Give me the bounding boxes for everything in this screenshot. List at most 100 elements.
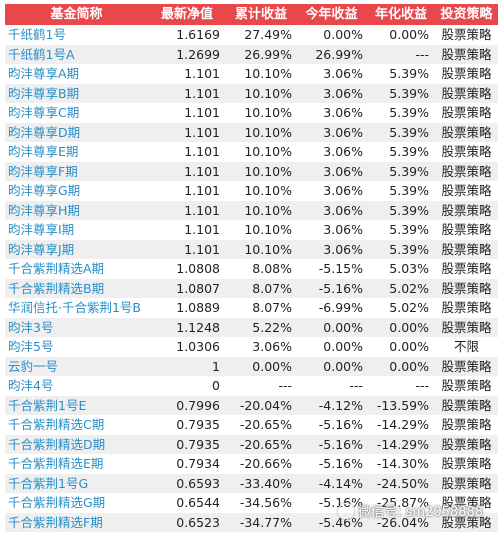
ytd-return: -5.46% xyxy=(318,514,363,530)
latest-nav: 0.7934 xyxy=(176,456,220,471)
latest-nav: 0.7935 xyxy=(176,436,220,452)
fund-name-link[interactable]: 昀沣3号 xyxy=(8,319,54,335)
latest-nav: 1.1248 xyxy=(176,319,220,335)
strategy: 股票策略 xyxy=(441,456,492,471)
annualized-return: 5.03% xyxy=(389,261,429,276)
fund-name-link[interactable]: 昀沣尊享A期 xyxy=(8,66,80,81)
header-annualized-return: 年化收益 xyxy=(374,7,427,22)
ytd-return: 3.06% xyxy=(323,183,363,198)
fund-name-link[interactable]: 千纸鹤1号 xyxy=(8,27,66,42)
table-row: 千合紫荆1号E 0.7996 -20.04% -4.12% -13.59% 股票策略 xyxy=(5,395,498,415)
header-strategy: 投资策略 xyxy=(440,7,493,22)
strategy: 股票策略 xyxy=(441,66,492,81)
fund-name-link[interactable]: 千合紫荆精选B期 xyxy=(8,280,105,296)
fund-name-link[interactable]: 千合紫荆精选A期 xyxy=(8,261,105,276)
fund-name-link[interactable]: 昀沣尊享D期 xyxy=(8,124,81,140)
cumulative-return: 10.10% xyxy=(244,85,292,101)
cumulative-return: 10.10% xyxy=(244,66,292,81)
latest-nav: 1.0807 xyxy=(176,280,220,296)
table-row: 千纸鹤1号A 1.2699 26.99% 26.99% --- 股票策略 xyxy=(5,44,498,64)
latest-nav: 1.101 xyxy=(184,124,220,140)
cumulative-return: 10.10% xyxy=(244,241,292,257)
table-row: 昀沣尊享D期 1.101 10.10% 3.06% 5.39% 股票策略 xyxy=(5,122,498,142)
table-row: 昀沣尊享E期 1.101 10.10% 3.06% 5.39% 股票策略 xyxy=(5,142,498,162)
fund-name-link[interactable]: 昀沣尊享E期 xyxy=(8,144,79,159)
fund-name-link[interactable]: 昀沣4号 xyxy=(8,378,54,393)
cumulative-return: -34.77% xyxy=(239,514,292,530)
fund-name-link[interactable]: 千合紫荆精选F期 xyxy=(8,514,103,530)
fund-name-link[interactable]: 昀沣尊享I期 xyxy=(8,222,75,237)
annualized-return: 0.00% xyxy=(389,319,429,335)
latest-nav: 0.6544 xyxy=(176,495,220,510)
cumulative-return: -20.66% xyxy=(239,456,292,471)
annualized-return: -14.29% xyxy=(376,417,429,432)
annualized-return: -24.50% xyxy=(376,475,429,491)
strategy: 股票策略 xyxy=(441,183,492,198)
watermark: 微信号: sm2058888 xyxy=(338,501,483,520)
fund-name-link[interactable]: 昀沣尊享C期 xyxy=(8,105,80,120)
latest-nav: 1.101 xyxy=(184,222,220,237)
cumulative-return: 10.10% xyxy=(244,124,292,140)
fund-name-link[interactable]: 云豹一号 xyxy=(8,358,59,374)
fund-name-link[interactable]: 千纸鹤1号A xyxy=(8,46,75,62)
latest-nav: 1.101 xyxy=(184,163,220,179)
strategy: 股票策略 xyxy=(441,358,492,374)
fund-name-link[interactable]: 昀沣尊享B期 xyxy=(8,85,80,101)
latest-nav: 1.101 xyxy=(184,85,220,101)
annualized-return: 5.39% xyxy=(389,66,429,81)
annualized-return: -26.04% xyxy=(376,514,429,530)
fund-name-link[interactable]: 千合紫荆精选E期 xyxy=(8,456,104,471)
latest-nav: 1.101 xyxy=(184,105,220,120)
latest-nav: 1.101 xyxy=(184,144,220,159)
ytd-return: 3.06% xyxy=(323,163,363,179)
fund-name-link[interactable]: 昀沣尊享G期 xyxy=(8,183,81,198)
cumulative-return: 8.07% xyxy=(252,280,292,296)
cumulative-return: 27.49% xyxy=(244,27,292,42)
fund-name-link[interactable]: 千合紫荆1号G xyxy=(8,475,89,491)
cumulative-return: -33.40% xyxy=(239,475,292,491)
cumulative-return: -34.56% xyxy=(239,495,292,510)
annualized-return: 5.02% xyxy=(389,280,429,296)
latest-nav: 0.7935 xyxy=(176,417,220,432)
latest-nav: 1.101 xyxy=(184,66,220,81)
table-row: 千合紫荆精选F期 0.6523 -34.77% -5.46% -26.04% 股票策略 xyxy=(5,512,498,532)
ytd-return: -4.12% xyxy=(318,397,363,413)
cumulative-return: 0.00% xyxy=(252,358,292,374)
annualized-return: 5.02% xyxy=(389,300,429,315)
fund-name-link[interactable]: 昀沣尊享H期 xyxy=(8,202,80,218)
annualized-return: 0.00% xyxy=(389,27,429,42)
strategy: 股票策略 xyxy=(441,397,492,413)
cumulative-return: 10.10% xyxy=(244,105,292,120)
fund-name-link[interactable]: 华润信托·千合紫荆1号B xyxy=(8,300,142,315)
ytd-return: 0.00% xyxy=(323,27,363,42)
ytd-return: -5.16% xyxy=(318,417,363,432)
strategy: 股票策略 xyxy=(441,27,492,42)
cumulative-return: 10.10% xyxy=(244,163,292,179)
ytd-return: 26.99% xyxy=(315,46,363,62)
annualized-return: 5.39% xyxy=(389,144,429,159)
fund-name-link[interactable]: 千合紫荆精选G期 xyxy=(8,495,106,510)
strategy: 股票策略 xyxy=(441,124,492,140)
annualized-return: 0.00% xyxy=(389,339,429,354)
strategy: 股票策略 xyxy=(441,475,492,491)
fund-name-link[interactable]: 昀沣尊享J期 xyxy=(8,241,75,257)
strategy: 股票策略 xyxy=(441,436,492,452)
table-row: 昀沣尊享A期 1.101 10.10% 3.06% 5.39% 股票策略 xyxy=(5,64,498,84)
table-row: 昀沣尊享C期 1.101 10.10% 3.06% 5.39% 股票策略 xyxy=(5,103,498,123)
fund-name-link[interactable]: 千合紫荆精选C期 xyxy=(8,417,105,432)
ytd-return: 3.06% xyxy=(323,241,363,257)
strategy: 股票策略 xyxy=(441,261,492,276)
annualized-return: -14.30% xyxy=(376,456,429,471)
fund-name-link[interactable]: 昀沣尊享F期 xyxy=(8,163,78,179)
table-row: 云豹一号 1 0.00% 0.00% 0.00% 股票策略 xyxy=(5,356,498,376)
fund-name-link[interactable]: 千合紫荆1号E xyxy=(8,397,87,413)
cumulative-return: 10.10% xyxy=(244,222,292,237)
table-row: 千合紫荆精选C期 0.7935 -20.65% -5.16% -14.29% 股票策略 xyxy=(5,415,498,435)
latest-nav: 0.6593 xyxy=(176,475,220,491)
strategy: 股票策略 xyxy=(441,144,492,159)
fund-name-link[interactable]: 千合紫荆精选D期 xyxy=(8,436,106,452)
strategy: 股票策略 xyxy=(441,514,492,530)
fund-name-link[interactable]: 昀沣5号 xyxy=(8,339,54,354)
ytd-return: -5.16% xyxy=(318,456,363,471)
latest-nav: 0.7996 xyxy=(176,397,220,413)
